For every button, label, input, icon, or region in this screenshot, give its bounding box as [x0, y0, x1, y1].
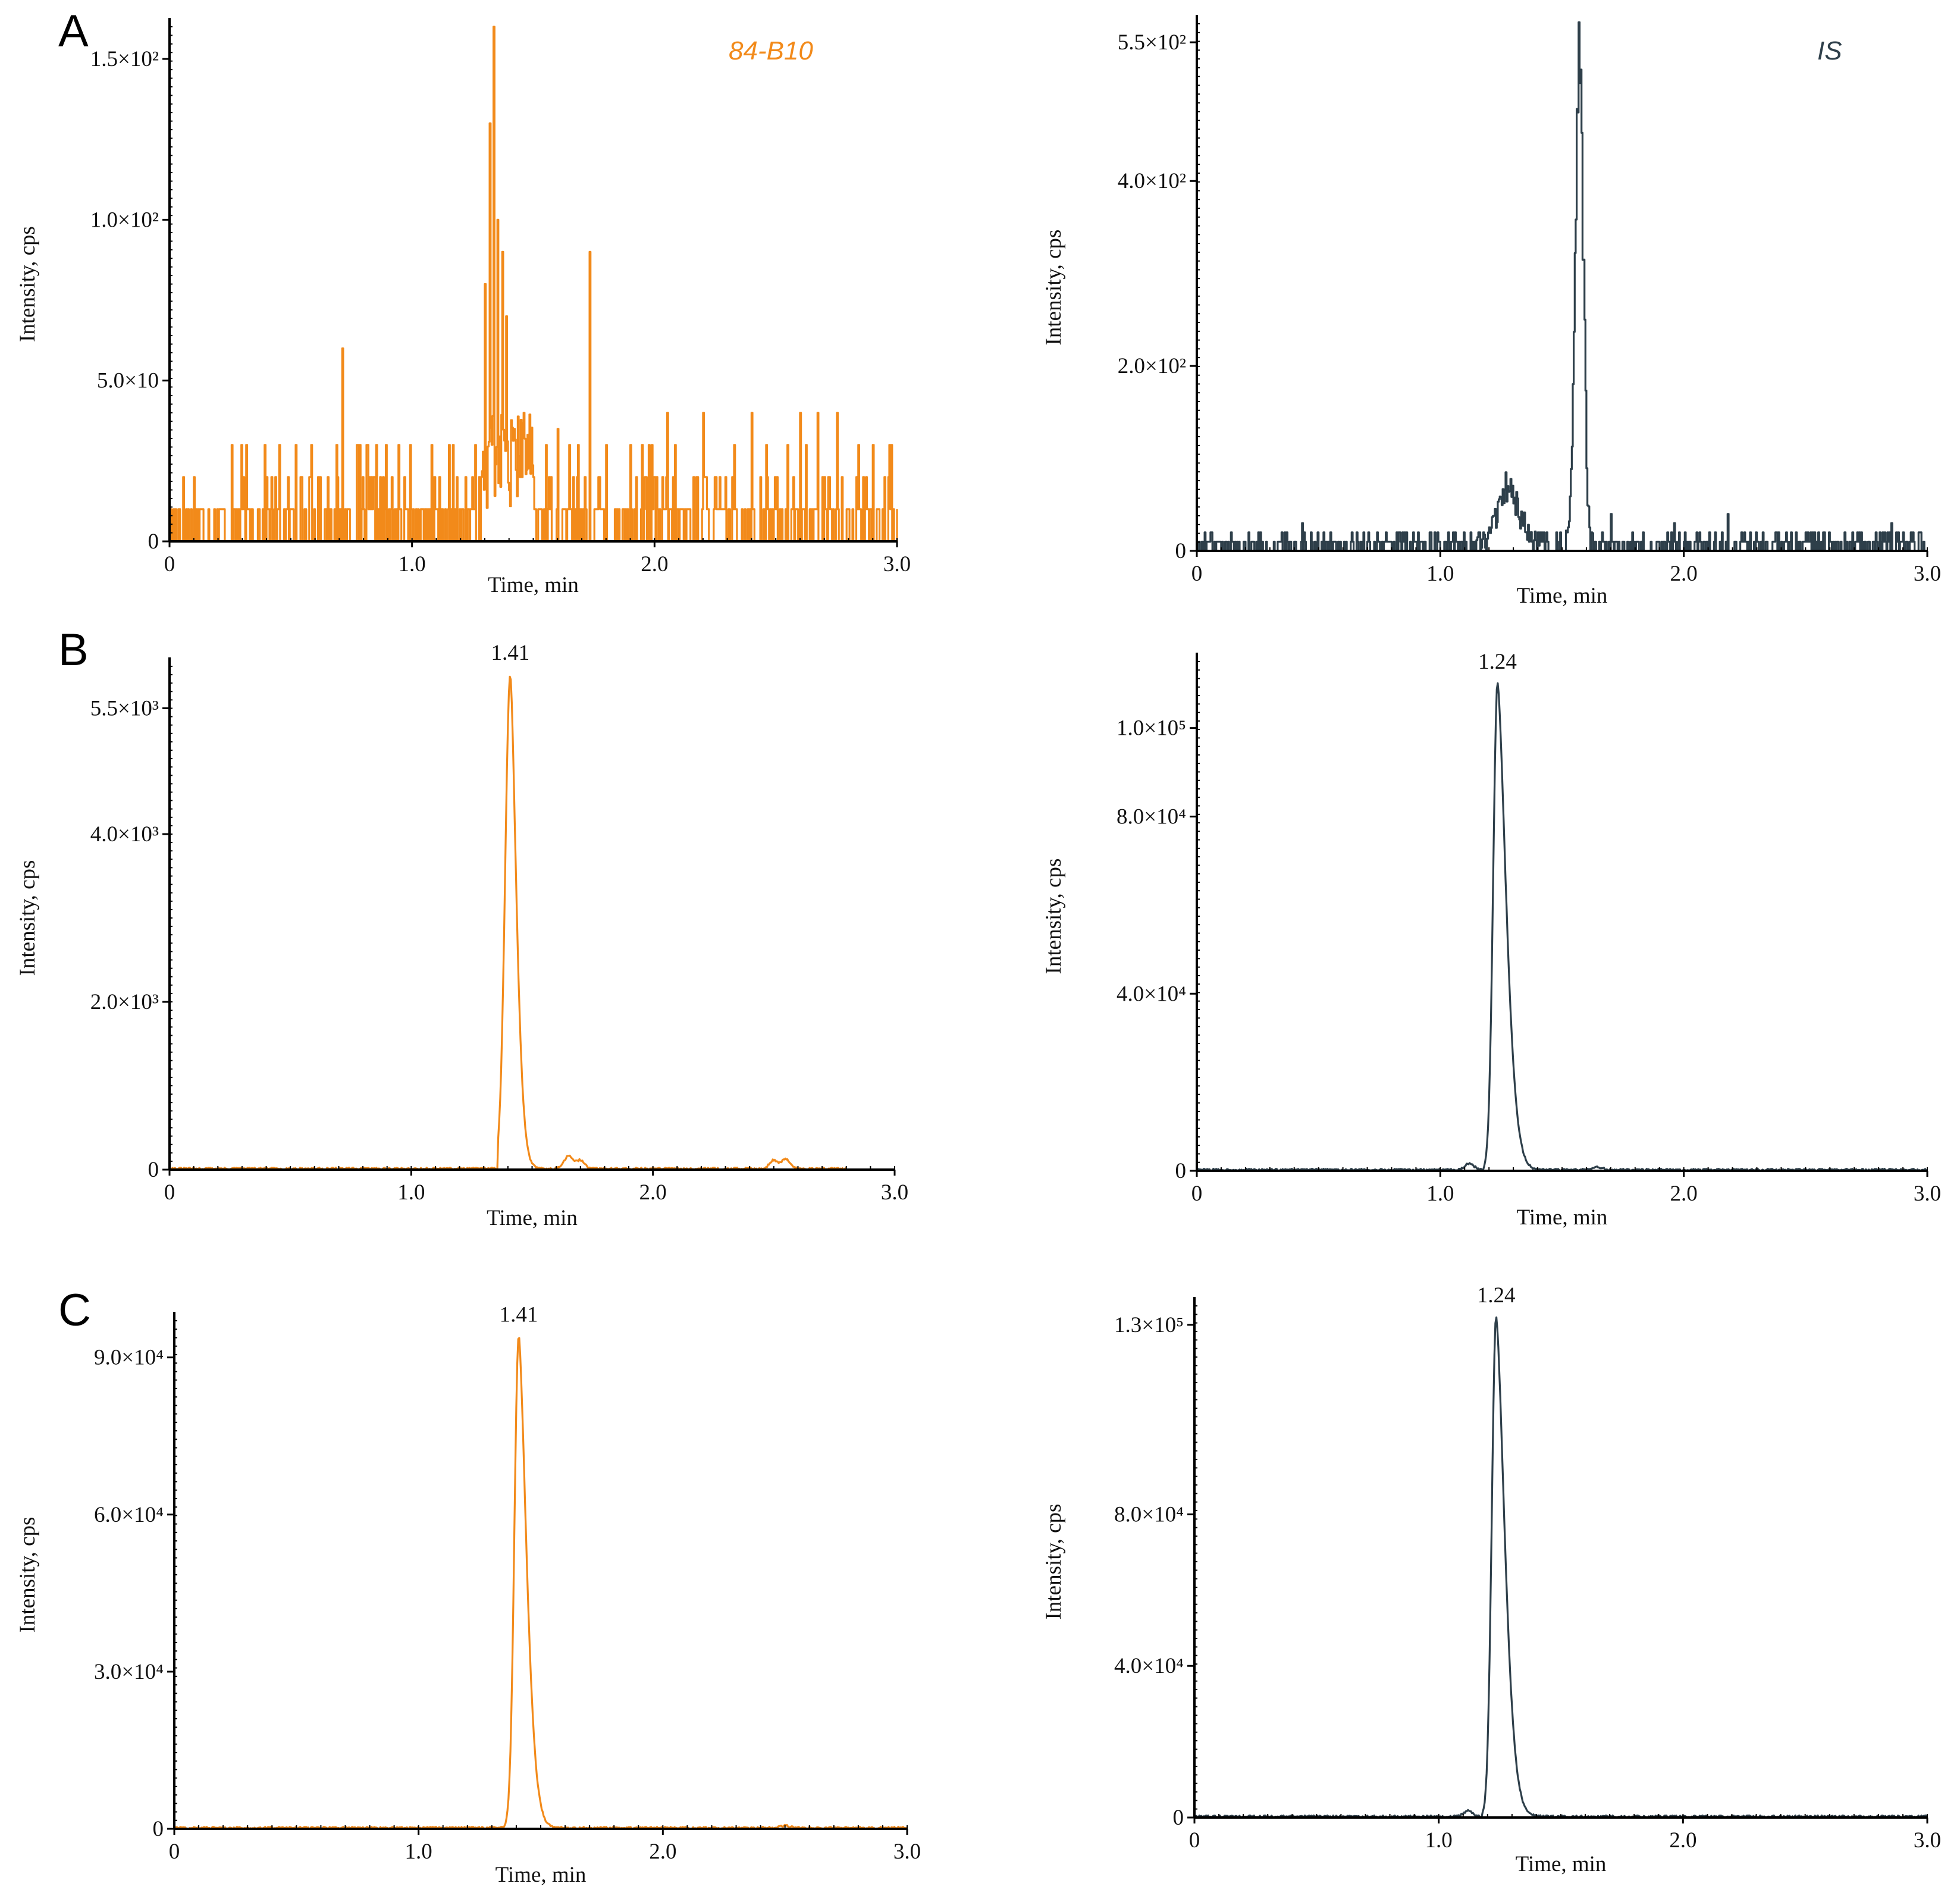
compound-label-analyte: 84-B10: [729, 36, 813, 65]
y-tick-label: 1.5×10²: [90, 47, 159, 71]
chart-panel-c-right: 0 4.0×10⁴ 8.0×10⁴ 1.3×10⁵ 0 1.0 2.0 3.0 Time, mi…: [1042, 1283, 1941, 1876]
x-tick-label: 2.0: [649, 1840, 676, 1864]
y-axis-title: Intensity, cps: [1042, 1504, 1066, 1620]
x-tick-label: 1.0: [1426, 562, 1454, 586]
x-tick-label: 2.0: [641, 552, 668, 576]
x-tick-label: 0: [164, 552, 175, 576]
chart-panel-a-left: 0 5.0×10 1.0×10² 1.5×10² 0 1.0 2.0 3.0 Time, min…: [15, 18, 911, 597]
y-axis-title: Intensity, cps: [15, 226, 40, 342]
x-axis-title: Time, min: [1517, 1205, 1608, 1230]
y-tick-label: 4.0×10³: [90, 822, 159, 847]
series-trace-a-left: [170, 26, 898, 543]
y-axis-title: Intensity, cps: [1042, 858, 1066, 974]
y-tick-label: 0: [1175, 1159, 1187, 1183]
y-tick-label: 5.5×10³: [90, 697, 159, 721]
peak-retention-label: 1.24: [1477, 1283, 1516, 1308]
x-tick-label: 2.0: [1670, 562, 1698, 586]
x-tick-label: 3.0: [1914, 562, 1941, 586]
y-axis-title: Intensity, cps: [15, 860, 40, 976]
y-tick-label: 8.0×10⁴: [1117, 805, 1186, 829]
chart-panel-b-right: 0 4.0×10⁴ 8.0×10⁴ 1.0×10⁵ 0 1.0 2.0 3.0 Time, mi…: [1042, 650, 1941, 1230]
panel-letter-a: A: [58, 6, 89, 57]
y-tick-label: 5.5×10²: [1118, 30, 1186, 55]
x-tick-label: 3.0: [893, 1840, 921, 1864]
peak-retention-label: 1.24: [1478, 650, 1517, 674]
peak-retention-label: 1.41: [491, 641, 530, 665]
series-trace-a-right: [1197, 21, 1927, 552]
x-tick-label: 3.0: [883, 552, 911, 576]
y-axis-title: Intensity, cps: [1042, 230, 1066, 346]
x-tick-label: 0: [1191, 562, 1203, 586]
x-tick-label: 1.0: [397, 1180, 425, 1205]
chart-panel-c-left: 0 3.0×10⁴ 6.0×10⁴ 9.0×10⁴ 0 1.0 2.0 3.0 Time, mi…: [15, 1302, 921, 1887]
x-tick-label: 2.0: [1669, 1828, 1696, 1853]
x-tick-label: 0: [164, 1180, 175, 1205]
x-tick-label: 2.0: [1670, 1182, 1698, 1206]
panel-letter-b: B: [58, 625, 89, 675]
y-tick-label: 0: [1173, 1806, 1184, 1830]
y-tick-label: 0: [1175, 539, 1187, 563]
x-axis-title: Time, min: [487, 1206, 578, 1230]
y-tick-label: 4.0×10⁴: [1117, 982, 1186, 1006]
y-tick-label: 2.0×10²: [1118, 354, 1186, 378]
x-tick-label: 3.0: [1914, 1182, 1941, 1206]
x-axis-title: Time, min: [1516, 1852, 1607, 1876]
x-axis-title: Time, min: [488, 573, 579, 597]
y-tick-label: 2.0×10³: [90, 990, 159, 1014]
y-tick-label: 9.0×10⁴: [94, 1346, 164, 1370]
y-tick-label: 3.0×10⁴: [94, 1660, 164, 1684]
x-tick-label: 2.0: [639, 1180, 667, 1205]
x-tick-label: 1.0: [399, 552, 426, 576]
x-axis-title: Time, min: [496, 1863, 587, 1887]
y-tick-label: 1.0×10⁵: [1117, 716, 1186, 741]
y-tick-label: 0: [153, 1817, 164, 1841]
x-tick-label: 1.0: [1426, 1182, 1454, 1206]
x-tick-label: 0: [1191, 1182, 1203, 1206]
y-tick-label: 1.0×10²: [90, 208, 159, 232]
y-tick-label: 6.0×10⁴: [94, 1503, 164, 1527]
x-tick-label: 0: [169, 1840, 180, 1864]
x-tick-label: 3.0: [881, 1180, 908, 1205]
x-tick-label: 0: [1189, 1828, 1200, 1853]
x-axis-title: Time, min: [1517, 584, 1608, 608]
panel-letter-c: C: [58, 1285, 91, 1336]
y-tick-label: 5.0×10: [97, 369, 159, 393]
peak-retention-label: 1.41: [500, 1302, 538, 1327]
y-tick-label: 0: [148, 1158, 159, 1182]
y-tick-label: 4.0×10⁴: [1114, 1654, 1184, 1678]
x-tick-label: 1.0: [1425, 1828, 1453, 1853]
y-tick-label: 1.3×10⁵: [1114, 1313, 1184, 1337]
chart-panel-b-left: 0 2.0×10³ 4.0×10³ 5.5×10³ 0 1.0 2.0 3.0 Time, mi…: [15, 641, 908, 1230]
x-tick-label: 3.0: [1914, 1828, 1941, 1853]
y-tick-label: 4.0×10²: [1118, 169, 1186, 193]
y-tick-label: 8.0×10⁴: [1114, 1502, 1184, 1527]
x-tick-label: 1.0: [405, 1840, 432, 1864]
compound-label-internal-standard: IS: [1817, 36, 1842, 65]
y-axis-title: Intensity, cps: [15, 1517, 40, 1633]
y-tick-label: 0: [148, 529, 159, 554]
chart-panel-a-right: 0 2.0×10² 4.0×10² 5.5×10² 0 1.0 2.0 3.0 Time, mi…: [1042, 15, 1941, 608]
